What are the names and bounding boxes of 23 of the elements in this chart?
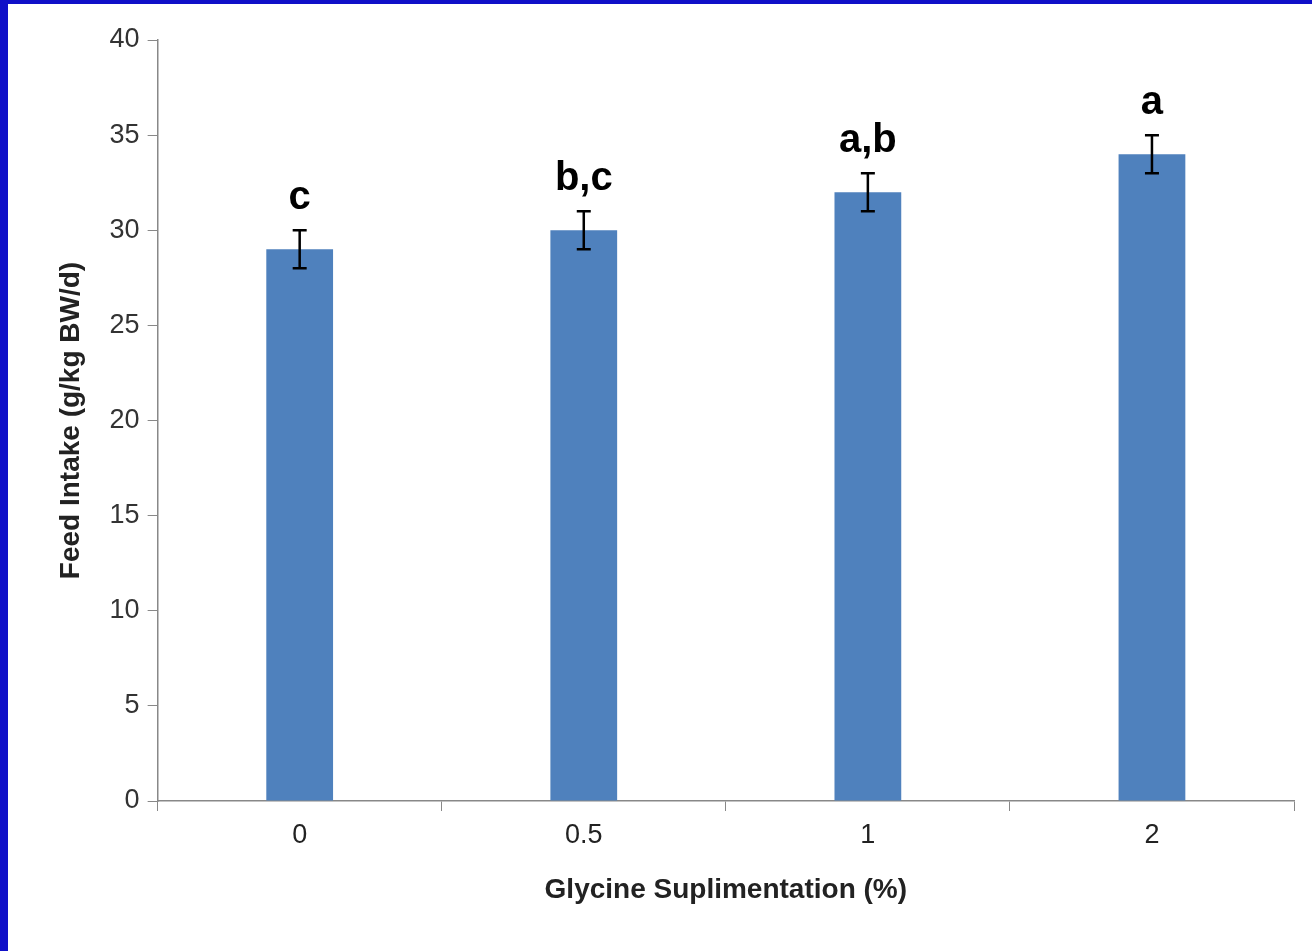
bar xyxy=(550,230,618,801)
y-tick-label: 10 xyxy=(109,594,140,625)
y-tick-label: 40 xyxy=(109,23,140,54)
bar xyxy=(266,249,334,801)
x-tick-label: 0 xyxy=(292,818,308,849)
annotation: b,c xyxy=(554,154,613,199)
y-tick-label: 30 xyxy=(109,213,140,244)
y-tick-label: 15 xyxy=(109,499,140,530)
x-tick-label: 0.5 xyxy=(565,818,603,849)
y-axis-title: Feed Intake (g/kg BW/d) xyxy=(53,261,85,580)
bar xyxy=(834,192,902,801)
y-tick-label: 0 xyxy=(124,784,140,815)
x-axis-title: Glycine Suplimentation (%) xyxy=(544,872,908,904)
x-tick-label: 1 xyxy=(860,818,876,849)
y-tick-label: 20 xyxy=(109,403,140,434)
y-tick-label: 5 xyxy=(124,689,140,720)
annotation: c xyxy=(288,173,311,218)
y-tick-label: 25 xyxy=(109,308,140,339)
annotation: a xyxy=(1140,78,1164,123)
y-tick-label: 35 xyxy=(109,118,140,149)
annotation: a,b xyxy=(838,116,897,161)
x-tick-label: 2 xyxy=(1144,818,1160,849)
bar xyxy=(1118,154,1186,801)
